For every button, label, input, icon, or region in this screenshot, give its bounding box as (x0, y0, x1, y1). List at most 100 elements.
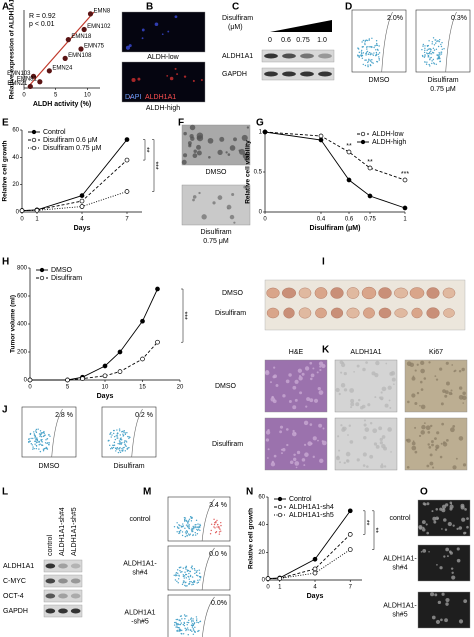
series-line (21, 191, 128, 212)
event-dot (35, 438, 37, 440)
cell (282, 394, 286, 398)
x-tick-label: 1 (278, 585, 282, 591)
column-label: Ki67 (429, 349, 443, 356)
event-dot (35, 440, 37, 443)
event-dot (378, 59, 380, 61)
point-label: EMN24 (52, 65, 73, 71)
cell (414, 450, 418, 454)
panel-letter: N (246, 487, 253, 498)
blot-band (45, 563, 56, 569)
event-dot (191, 621, 193, 623)
cell (441, 422, 445, 426)
cell (183, 75, 187, 78)
cell (461, 517, 466, 522)
legend-label: Control (43, 129, 66, 136)
event-dot (188, 526, 190, 528)
x-tick-label: 4 (80, 217, 84, 223)
event-dot (189, 533, 192, 535)
event-dot (427, 48, 429, 50)
event-dot (116, 435, 119, 437)
tumor (394, 308, 408, 318)
cell (285, 379, 290, 384)
cell (219, 136, 225, 142)
event-dot (215, 522, 217, 524)
point (78, 46, 84, 52)
cell (454, 369, 457, 372)
blot-strip (261, 49, 335, 63)
event-dot (428, 40, 430, 42)
cell (280, 448, 283, 451)
event-dot (194, 569, 196, 571)
cell (318, 390, 324, 395)
event-dot (180, 622, 182, 624)
y-tick-label: 20 (258, 550, 265, 556)
event-dot (424, 61, 426, 63)
stain-label: DAPI (125, 94, 141, 101)
tumor (346, 287, 360, 299)
y-tick-label: 400 (17, 322, 28, 328)
event-dot (185, 520, 188, 522)
cell (181, 159, 187, 165)
row-label: DMSO (222, 290, 244, 297)
event-dot (125, 445, 127, 448)
bracket (181, 288, 184, 343)
cell (434, 593, 438, 597)
event-dot (188, 527, 190, 530)
legend-label: DMSO (51, 267, 73, 274)
event-dot (176, 618, 179, 621)
event-dot (124, 432, 126, 434)
cell (335, 456, 340, 461)
event-dot (214, 527, 216, 529)
y-axis-label: Relative expression of ALDH1A1 (9, 0, 16, 99)
event-dot (438, 54, 440, 56)
cell (451, 571, 454, 575)
event-dot (42, 431, 45, 434)
cell (310, 373, 315, 378)
event-dot (118, 428, 121, 430)
event-dot (425, 63, 428, 65)
cell (426, 464, 430, 468)
cell (456, 558, 461, 563)
event-dot (185, 628, 188, 631)
percent-label: 3.4 % (209, 502, 227, 509)
marker (117, 369, 123, 374)
event-dot (113, 444, 116, 446)
gate (201, 498, 215, 542)
event-dot (199, 523, 201, 526)
event-dot (122, 449, 124, 451)
panel-letter: J (2, 405, 8, 416)
cell (241, 134, 248, 141)
marker (312, 570, 318, 576)
event-dot (197, 526, 200, 528)
cell (273, 454, 277, 458)
event-dot (39, 430, 42, 432)
cell (455, 457, 458, 460)
x-tick-label: 7 (125, 217, 129, 223)
event-dot (192, 530, 194, 532)
event-dot (123, 446, 125, 449)
x-tick-label: 0.75 (364, 217, 376, 223)
percent-label: 0.3% (451, 15, 467, 22)
cell (141, 37, 144, 40)
event-dot (126, 432, 128, 434)
event-dot (440, 43, 442, 46)
event-dot (365, 52, 367, 55)
event-dot (185, 577, 187, 579)
tumor (426, 287, 440, 299)
tumor (330, 287, 344, 299)
cell (350, 406, 353, 409)
cell (458, 386, 463, 390)
cell (303, 420, 309, 426)
event-dot (190, 618, 192, 620)
cell (372, 428, 378, 434)
unit-label: (μM) (228, 24, 243, 31)
cell (363, 436, 367, 440)
cell (353, 371, 355, 373)
event-dot (191, 630, 193, 633)
cell (407, 400, 410, 404)
event-dot (366, 48, 368, 50)
event-dot (117, 442, 119, 445)
event-dot (117, 451, 120, 454)
event-dot (188, 583, 191, 585)
event-dot (424, 55, 426, 57)
